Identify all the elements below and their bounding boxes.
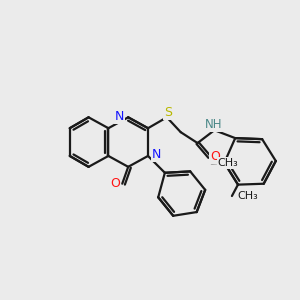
Text: S: S [164, 106, 172, 119]
Text: N: N [152, 148, 161, 161]
Text: CH₃: CH₃ [218, 158, 238, 168]
Text: NH: NH [205, 118, 222, 131]
Text: N: N [115, 110, 124, 123]
Text: O: O [211, 150, 220, 164]
Text: CH₃: CH₃ [238, 191, 259, 201]
Text: O: O [110, 177, 120, 190]
